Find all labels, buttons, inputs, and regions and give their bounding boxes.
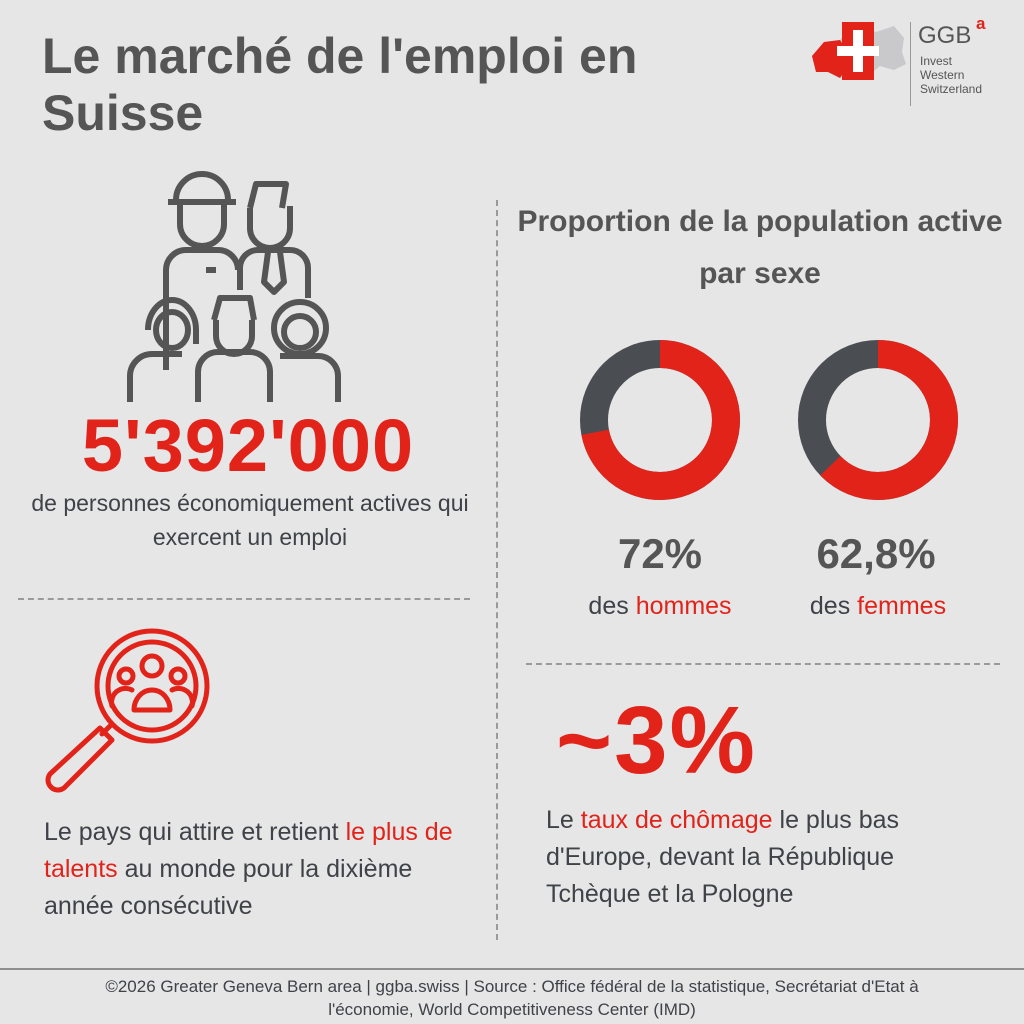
talent-highlight: le plus de talents [44, 818, 453, 883]
ggba-logo: GGB a Invest Western Switzerland [806, 14, 1016, 106]
unemployment-text-before: Le [546, 806, 574, 834]
talent-text-before: Le pays qui attire et retient [44, 818, 339, 846]
men-donut-chart [580, 340, 740, 500]
women-label-prefix: des [809, 592, 851, 620]
page-title: Le marché de l'emploi en Suisse [42, 28, 638, 141]
vertical-divider [496, 200, 498, 940]
women-percent: 62,8% [816, 530, 936, 577]
footer-credits: ©2026 Greater Geneva Bern area | ggba.sw… [0, 975, 1024, 1021]
unemployment-highlight: taux de chômage [580, 806, 773, 834]
men-percent: 72% [617, 530, 703, 577]
talent-search-icon [45, 628, 210, 793]
employed-description: de personnes économiquement actives qui … [31, 490, 469, 550]
footer-line-1: ©2026 Greater Geneva Bern area | ggba.sw… [105, 977, 919, 996]
talent-text-after: au monde pour la dixième année consécuti… [44, 855, 413, 920]
workers-group-icon [127, 171, 341, 402]
women-donut-chart [798, 340, 958, 500]
men-donut-fill [580, 340, 740, 500]
switzerland-map-icon [812, 22, 906, 80]
footer-line-2: l'économie, World Competitiveness Center… [328, 1000, 696, 1019]
women-donut-fill [798, 340, 958, 500]
men-label: des hommes [550, 592, 770, 621]
logo-brand: GGB [918, 22, 972, 49]
women-label: des femmes [768, 592, 988, 621]
left-horizontal-divider [18, 598, 470, 600]
logo-divider [910, 22, 911, 106]
logo-subtitle: Invest Western Switzerland [920, 54, 1020, 96]
women-label-word: femmes [857, 592, 947, 620]
proportion-title: Proportion de la population active par s… [517, 205, 1003, 290]
logo-line-1: Invest [920, 54, 953, 68]
unemployment-text-after: le plus bas d'Europe, devant la Républiq… [546, 806, 900, 908]
footer-divider [0, 968, 1024, 970]
unemployment-rate: ~3% [556, 687, 757, 794]
logo-line-2: Western [920, 68, 965, 82]
men-label-prefix: des [588, 592, 629, 620]
employed-count: 5'392'000 [81, 404, 415, 487]
unemployment-description: Le taux de chômage le plus bas d'Europe,… [546, 802, 976, 913]
talent-description: Le pays qui attire et retient le plus de… [44, 814, 484, 925]
logo-superscript: a [976, 14, 986, 33]
right-horizontal-divider [526, 663, 1000, 665]
logo-line-3: Switzerland [920, 82, 983, 96]
men-label-word: hommes [635, 592, 732, 620]
